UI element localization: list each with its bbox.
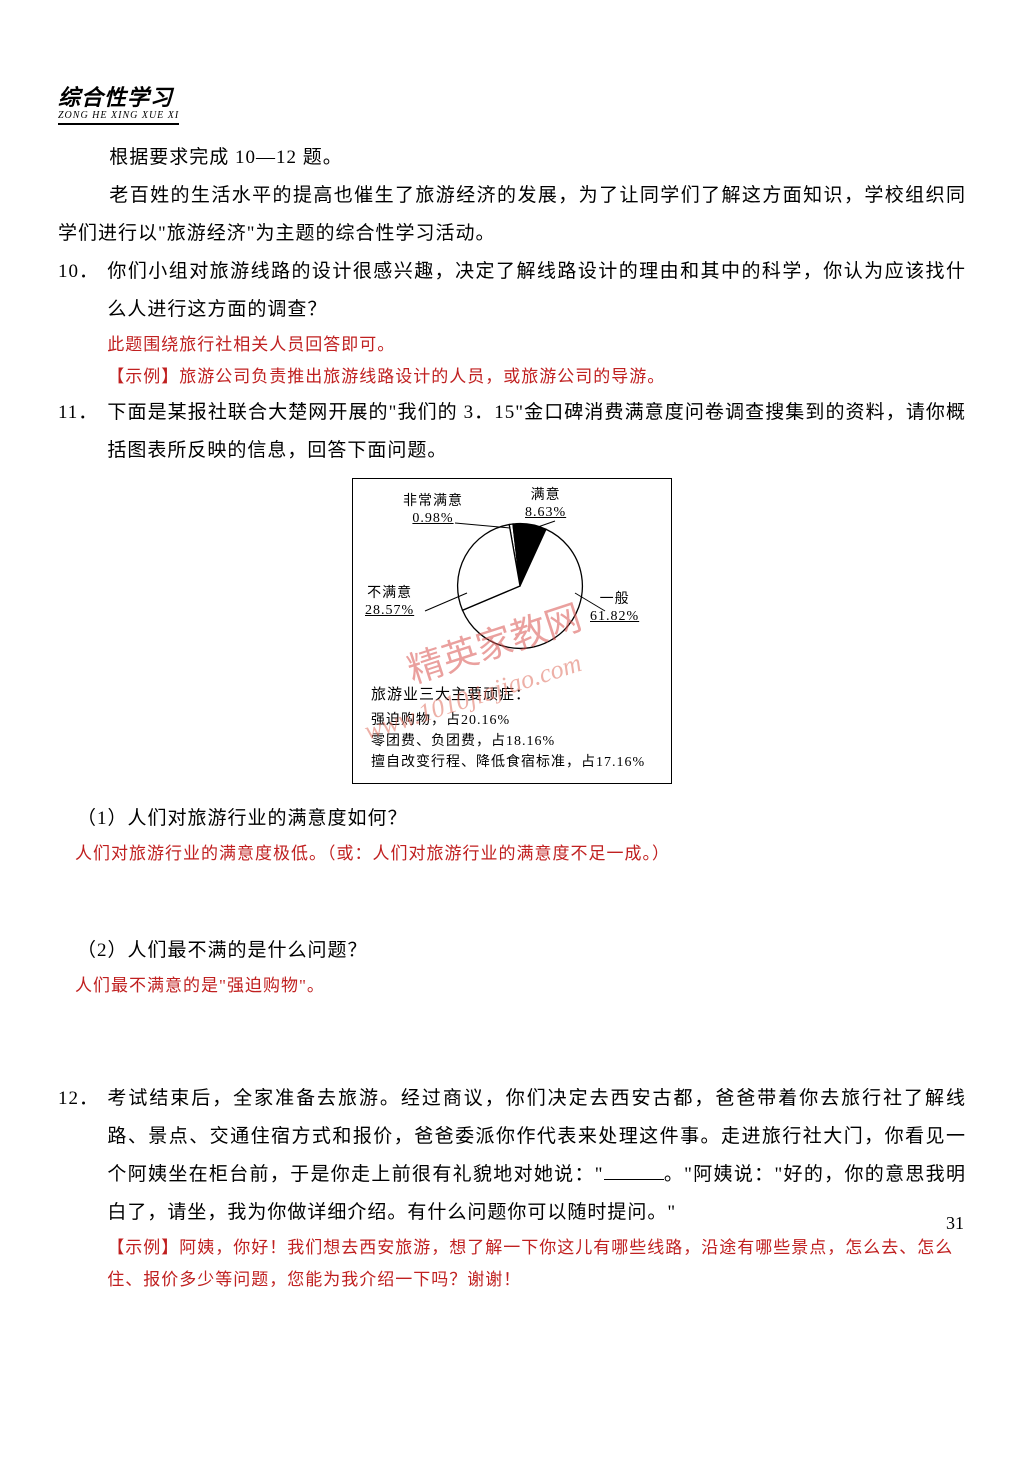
section-subtitle: ZONG HE XING XUE XI [58,110,179,125]
section-title: 综合性学习 [58,85,173,110]
answer-11-2: 人们最不满意的是"强迫购物"。 [75,970,966,1002]
answer-example: 【示例】旅游公司负责推出旅游线路设计的人员，或旅游公司的导游。 [107,361,966,393]
chart-subtitle: 旅游业三大主要顽症： [371,683,659,704]
sub-question-1: （1）人们对旅游行业的满意度如何？ [77,800,966,838]
answer-11-1: 人们对旅游行业的满意度极低。（或：人们对旅游行业的满意度不足一成。） [75,838,966,870]
spacer [58,1002,966,1080]
worksheet-page: 综合性学习 ZONG HE XING XUE XI 根据要求完成 10—12 题… [0,0,1024,1337]
page-number: 31 [946,1213,964,1234]
question-11: 11． 下面是某报社联合大楚网开展的"我们的 3．15"金口碑消费满意度问卷调查… [58,394,966,470]
q-text: 你们小组对旅游线路的设计很感兴趣，决定了解线路设计的理由和其中的科学，你认为应该… [107,253,966,329]
spacer [58,870,966,932]
answer-12: 【示例】阿姨，你好！我们想去西安旅游，想了解一下你这儿有哪些线路，沿途有哪些景点… [107,1232,966,1297]
q-text: 下面是某报社联合大楚网开展的"我们的 3．15"金口碑消费满意度问卷调查搜集到的… [107,394,966,470]
question-12: 12． 考试结束后，全家准备去旅游。经过商议，你们决定去西安古都，爸爸带着你去旅… [58,1080,966,1232]
question-10: 10． 你们小组对旅游线路的设计很感兴趣，决定了解线路设计的理由和其中的科学，你… [58,253,966,329]
chart-issue-1: 强迫购物，占20.16% [371,710,659,731]
chart-issue-2: 零团费、负团费，占18.16% [371,731,659,752]
q-number: 10． [58,253,107,329]
q-number: 11． [58,394,107,470]
survey-chart: 非常满意 0.98% 满意 8.63% 一般 61.82% 不满意 28.57%… [352,478,672,784]
fill-blank [604,1179,664,1180]
q-text: 考试结束后，全家准备去旅游。经过商议，你们决定去西安古都，爸爸带着你去旅行社了解… [107,1080,966,1232]
chart-issue-3: 擅自改变行程、降低食宿标准，占17.16% [371,752,659,773]
context-paragraph: 老百姓的生活水平的提高也催生了旅游经济的发展，为了让同学们了解这方面知识，学校组… [58,177,966,253]
sub-question-2: （2）人们最不满的是什么问题？ [77,932,966,970]
instruction-line: 根据要求完成 10—12 题。 [58,139,966,177]
section-header: 综合性学习 ZONG HE XING XUE XI [58,80,179,125]
q-number: 12． [58,1080,107,1232]
pie-chart: 非常满意 0.98% 满意 8.63% 一般 61.82% 不满意 28.57% [365,493,655,673]
answer-hint: 此题围绕旅行社相关人员回答即可。 [107,329,966,361]
